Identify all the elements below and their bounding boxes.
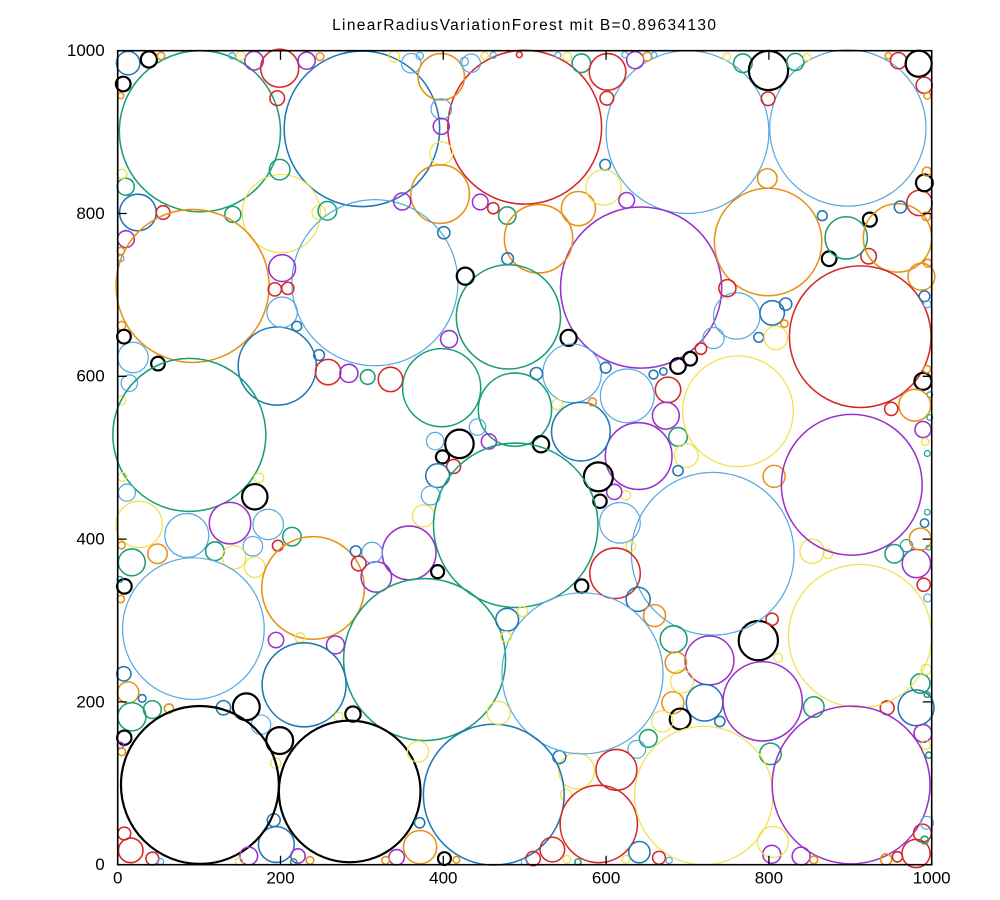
- svg-text:200: 200: [76, 692, 104, 711]
- svg-text:800: 800: [755, 869, 783, 888]
- svg-text:800: 800: [76, 204, 104, 223]
- svg-text:200: 200: [266, 869, 294, 888]
- svg-text:400: 400: [76, 530, 104, 549]
- svg-text:0: 0: [95, 855, 104, 874]
- svg-text:600: 600: [76, 367, 104, 386]
- svg-text:1000: 1000: [67, 41, 105, 60]
- svg-text:600: 600: [592, 869, 620, 888]
- svg-text:LinearRadiusVariationForest mi: LinearRadiusVariationForest mit B=0.8963…: [332, 17, 717, 34]
- svg-text:0: 0: [113, 869, 122, 888]
- svg-text:1000: 1000: [913, 869, 951, 888]
- svg-text:400: 400: [429, 869, 457, 888]
